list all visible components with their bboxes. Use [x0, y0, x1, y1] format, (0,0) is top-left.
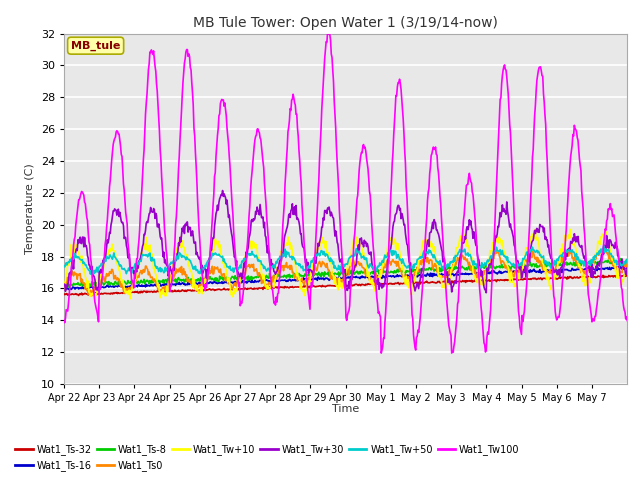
X-axis label: Time: Time — [332, 405, 359, 414]
Y-axis label: Temperature (C): Temperature (C) — [25, 163, 35, 254]
Legend: Wat1_Ts-32, Wat1_Ts-16, Wat1_Ts-8, Wat1_Ts0, Wat1_Tw+10, Wat1_Tw+30, Wat1_Tw+50,: Wat1_Ts-32, Wat1_Ts-16, Wat1_Ts-8, Wat1_… — [12, 441, 524, 475]
Text: MB_tule: MB_tule — [71, 40, 120, 51]
Title: MB Tule Tower: Open Water 1 (3/19/14-now): MB Tule Tower: Open Water 1 (3/19/14-now… — [193, 16, 498, 30]
